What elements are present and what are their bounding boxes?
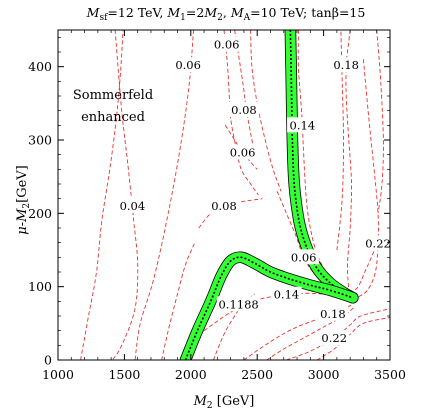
x-tick-label-4: 3000 [308,367,340,382]
contour-label-bg-9 [362,235,394,251]
contour-label-bg-11 [317,305,349,321]
contour-labels: 0.04 0.06 0.06 0.08 0.06 0.08 0.06 0.14 0.18 0.22… [117,36,394,345]
contour-label-8: 0.18 [333,58,359,72]
x-axis-ticks: 1000 1500 2000 2500 3000 3500 [42,30,406,382]
contour-line-9 [356,59,379,299]
x-tick-label-5: 3500 [374,367,406,382]
contour-label-bg-4 [227,144,258,160]
contour-label-bg-8 [330,57,362,73]
relic-density-band [179,30,359,360]
chart-title: Msf=12 TeV, M1=2M2, MA=10 TeV; tanβ=15 [86,5,366,23]
contour-label-6: 0.06 [291,250,317,264]
contour-label-bg-0 [117,198,148,213]
contour-line-1 [134,30,194,360]
contour-label-13: 0.1188 [218,297,258,311]
contour-line-18 [336,30,344,251]
x-axis-label: M2 [GeV] [193,394,255,411]
contour-label-11: 0.18 [320,307,346,321]
contour-label-bg-1 [172,57,204,73]
annotation-line-2: enhanced [81,110,145,125]
y-tick-label-4: 400 [28,59,52,74]
contour-line-4 [224,125,258,170]
contour-line-17 [316,317,390,360]
y-tick-label-1: 100 [28,279,52,294]
contour-label-3: 0.08 [231,103,257,117]
y-tick-label-2: 200 [28,206,52,221]
y-tick-label-3: 300 [28,133,52,148]
contour-label-bg-6 [288,249,319,265]
contour-label-bg-10 [271,286,302,302]
contour-label-bg-2 [211,36,242,52]
annotation-line-1: Sommerfeld [73,88,153,103]
contour-line-11 [243,300,356,360]
contour-label-12: 0.22 [321,331,347,345]
contour-label-bg-3 [228,101,260,117]
contour-line-21 [250,30,282,192]
contour-line-2 [223,30,259,196]
x-tick-label-0: 1000 [42,367,74,382]
contour-label-2: 0.06 [214,38,240,52]
contour-line-20 [349,238,380,295]
contour-line-0 [112,30,139,360]
contour-label-4: 0.06 [230,145,256,159]
relic-band-core-0 [289,30,354,299]
x-tick-label-1: 1500 [108,367,140,382]
x-tick-label-2: 2000 [175,367,207,382]
contour-line-16 [266,306,355,360]
contour-label-0: 0.04 [120,199,146,213]
contour-lines [80,30,390,360]
contour-line-19 [376,30,384,214]
contour-line-8 [345,30,352,291]
contour-label-bg-13 [216,296,261,312]
contour-label-7: 0.14 [290,118,316,132]
contour-label-bg-5 [208,198,240,213]
contour-label-10: 0.14 [274,288,300,302]
contour-label-9: 0.22 [365,236,391,250]
relic-band-core-1 [184,256,354,360]
plot-frame [57,29,391,361]
y-axis-label: μ-M2[GeV] [15,165,32,235]
contour-line-14 [161,242,196,360]
contour-label-5: 0.08 [211,199,237,213]
contour-line-15 [212,293,255,360]
contour-line-12 [286,308,390,360]
y-tick-label-0: 0 [44,353,52,368]
contour-line-13 [80,30,124,360]
x-tick-label-3: 2500 [241,367,273,382]
contour-label-1: 0.06 [175,58,201,72]
contour-label-bg-12 [319,330,350,345]
contour-label-bg-7 [287,117,318,133]
y-axis-ticks: 0 100 200 300 400 [28,36,390,368]
